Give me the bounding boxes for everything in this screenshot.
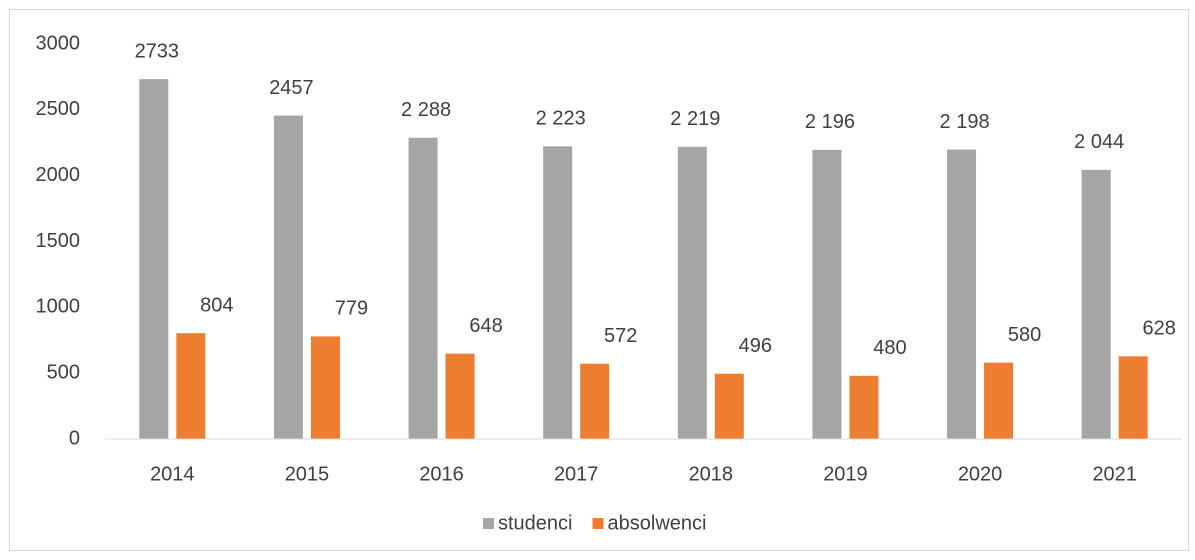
x-tick-label: 2020 <box>958 463 1003 485</box>
data-label: 480 <box>873 337 906 359</box>
bar <box>543 146 573 439</box>
bar <box>176 333 206 439</box>
bar <box>677 146 707 439</box>
y-tick-label: 2500 <box>36 98 81 120</box>
bar <box>273 115 303 440</box>
y-tick-label: 500 <box>47 361 80 383</box>
data-label: 2457 <box>269 77 314 99</box>
legend-swatch <box>592 518 604 529</box>
data-label: 2733 <box>135 40 180 62</box>
bar <box>812 149 842 440</box>
bar <box>1081 169 1111 439</box>
legend-label: absolwenci <box>608 512 707 534</box>
x-tick-label: 2015 <box>285 463 330 485</box>
chart-frame <box>9 9 1189 551</box>
data-label: 2 219 <box>670 108 720 130</box>
x-tick-label: 2014 <box>150 463 195 485</box>
bar <box>139 79 169 439</box>
bar <box>1118 356 1148 439</box>
data-label: 779 <box>335 298 368 320</box>
y-tick-label: 3000 <box>36 32 81 54</box>
data-label: 496 <box>739 335 772 357</box>
data-label: 648 <box>469 315 502 337</box>
legend-swatch <box>483 518 494 529</box>
data-label: 572 <box>604 325 637 347</box>
x-tick-label: 2016 <box>419 463 464 485</box>
bar <box>984 362 1014 439</box>
bar <box>445 353 475 439</box>
x-tick-label: 2021 <box>1092 463 1137 485</box>
data-label: 2 044 <box>1074 131 1124 153</box>
x-tick-label: 2018 <box>689 463 734 485</box>
data-label: 2 198 <box>940 111 990 133</box>
data-label: 804 <box>200 294 233 316</box>
data-label: 628 <box>1143 318 1176 340</box>
bar <box>714 373 744 439</box>
bar <box>310 336 340 439</box>
x-tick-label: 2019 <box>823 463 868 485</box>
x-tick-label: 2017 <box>554 463 599 485</box>
y-tick-label: 1000 <box>36 296 81 318</box>
bar <box>580 363 610 439</box>
data-label: 2 223 <box>536 108 586 130</box>
y-tick-label: 1500 <box>36 230 81 252</box>
y-tick-label: 2000 <box>36 164 81 186</box>
data-label: 580 <box>1008 324 1041 346</box>
bar <box>849 375 879 439</box>
y-tick-label: 0 <box>69 427 80 449</box>
bar <box>947 149 977 439</box>
data-label: 2 196 <box>805 111 855 133</box>
data-label: 2 288 <box>401 99 451 121</box>
legend-label: studenci <box>498 512 573 534</box>
bar <box>408 137 438 439</box>
